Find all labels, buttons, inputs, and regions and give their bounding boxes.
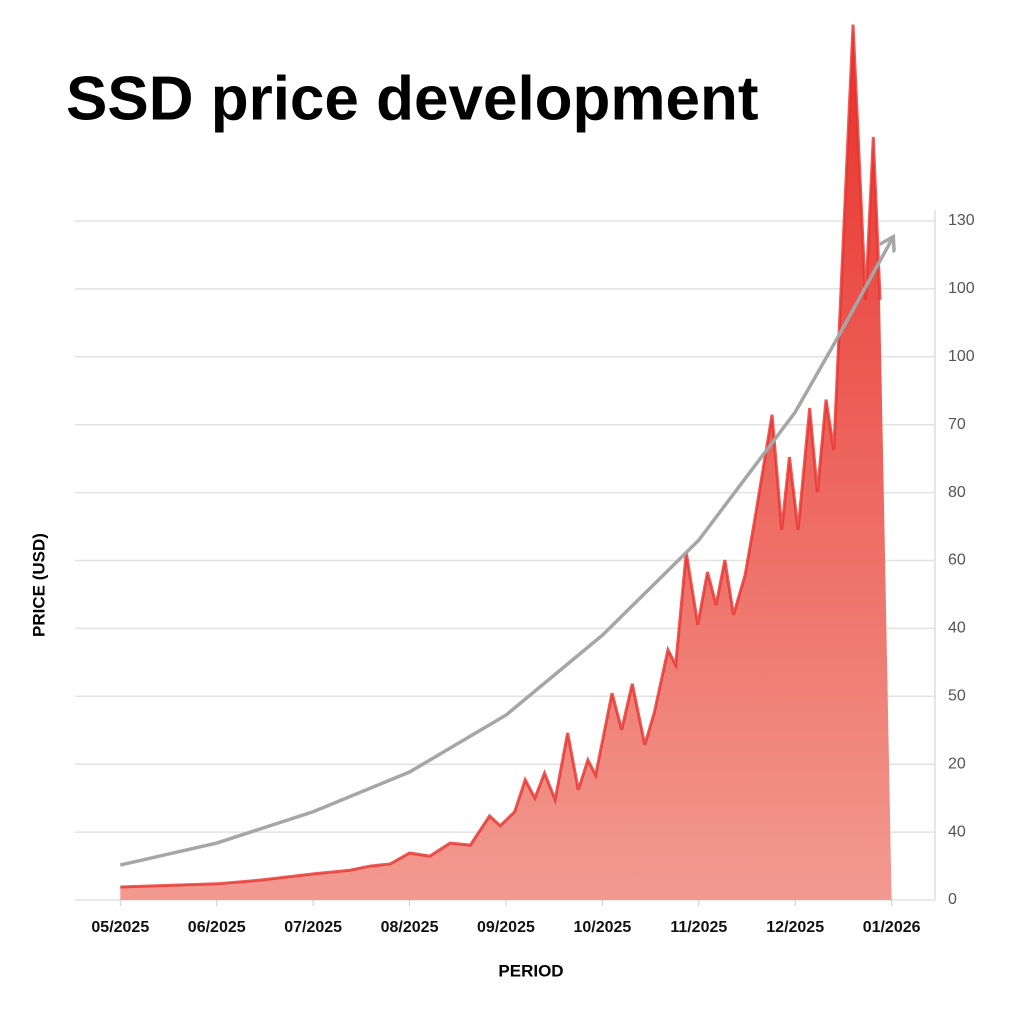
y-tick-label: 130 xyxy=(948,212,975,229)
trend-line xyxy=(119,240,891,867)
area-edge xyxy=(120,24,882,889)
area xyxy=(120,24,892,901)
y-tick-label: 0 xyxy=(948,891,957,908)
y-tick-label: 100 xyxy=(948,348,975,365)
x-axis-label: PERIOD xyxy=(498,961,563,980)
y-axis-label: PRICE (USD) xyxy=(29,533,48,637)
chart-title: SSD price development xyxy=(66,64,759,133)
y-tick-label: 20 xyxy=(948,755,966,772)
x-tick-label: 07/2025 xyxy=(284,919,342,936)
y-tick-label: 40 xyxy=(948,620,966,637)
x-tick-label: 01/2026 xyxy=(863,919,921,936)
x-tick-label: 05/2025 xyxy=(91,919,149,936)
y-tick-label: 80 xyxy=(948,484,966,501)
y-tick-label: 40 xyxy=(948,823,966,840)
x-tick-label: 12/2025 xyxy=(766,919,824,936)
y-tick-label: 50 xyxy=(948,688,966,705)
x-tick-label: 09/2025 xyxy=(477,919,535,936)
x-tick-label: 06/2025 xyxy=(188,919,246,936)
x-tick-label: 11/2025 xyxy=(670,919,727,936)
x-tick-label: 10/2025 xyxy=(573,919,631,936)
x-tick-label: 08/2025 xyxy=(381,919,439,936)
y-tick-label: 100 xyxy=(948,280,975,297)
y-tick-label: 70 xyxy=(948,416,966,433)
y-tick-label: 60 xyxy=(948,552,966,569)
